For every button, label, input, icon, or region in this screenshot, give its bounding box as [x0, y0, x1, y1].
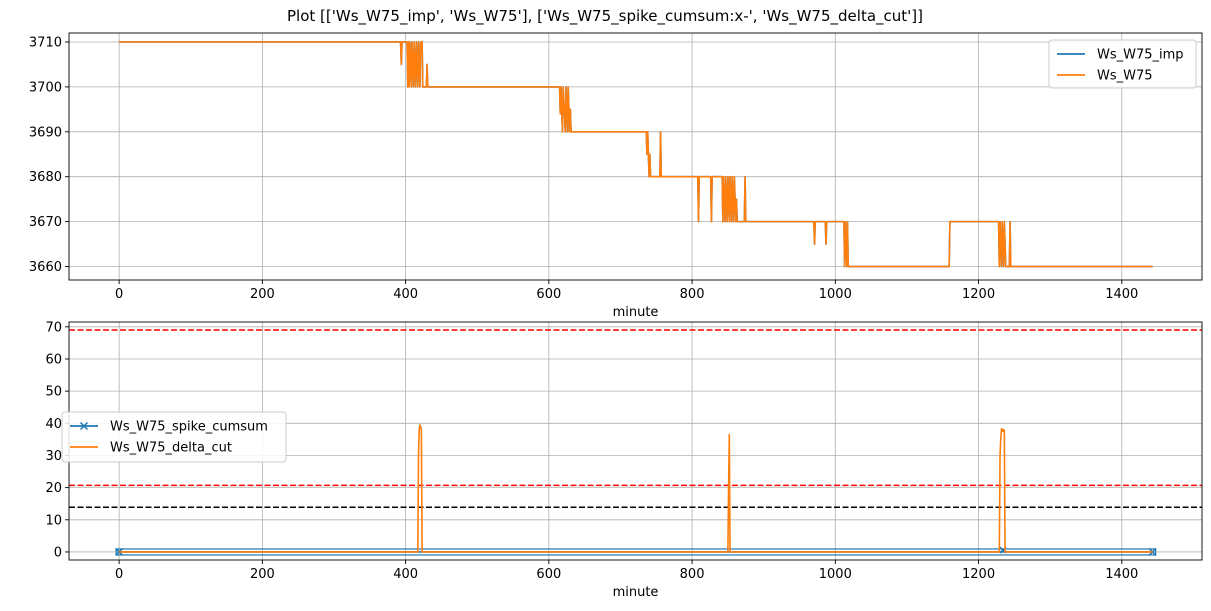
- x-axis-label: minute: [613, 585, 659, 600]
- series-Ws_W75_imp: [119, 41, 1153, 268]
- y-tick-label: 3670: [29, 215, 62, 230]
- legend: Ws_W75_imp Ws_W75: [1048, 39, 1197, 89]
- legend-box: [61, 411, 287, 463]
- legend-box: [1048, 39, 1197, 89]
- y-tick-label: 50: [45, 385, 62, 400]
- x-tick-label: 1000: [819, 287, 852, 302]
- x-axis-label: minute: [613, 305, 659, 320]
- x-tick-label: 1400: [1105, 567, 1138, 582]
- x-tick-label: 600: [536, 287, 561, 302]
- bottom-subplot: 0 200 400 600 800 1000 1200 1400 0 10 20 30 40 50 60 70…: [45, 320, 1203, 600]
- legend-marker: [79, 421, 89, 431]
- x-tick-label: 1000: [819, 567, 852, 582]
- y-tick-label: 0: [54, 545, 62, 560]
- x-tick-label: 1200: [962, 287, 995, 302]
- legend-label: Ws_W75_delta_cut: [110, 441, 232, 456]
- legend-label: Ws_W75: [1097, 69, 1153, 84]
- y-tick-label: 3700: [29, 80, 62, 95]
- y-tick-label: 3680: [29, 170, 62, 185]
- x-tick-label: 1200: [962, 567, 995, 582]
- plot-area: [69, 329, 1202, 556]
- y-tick-label: 3710: [29, 35, 62, 50]
- x-tick-label: 600: [536, 567, 561, 582]
- y-tick-label: 20: [45, 481, 62, 496]
- series-line: [119, 424, 1153, 553]
- legend-label: Ws_W75_imp: [1097, 48, 1184, 63]
- x-tick-label: 800: [680, 567, 705, 582]
- axes-frame: [68, 32, 1203, 281]
- legend: Ws_W75_spike_cumsum Ws_W75_delta_cut: [61, 411, 287, 463]
- x-tick-label: 400: [393, 567, 418, 582]
- x-tick-label: 400: [393, 287, 418, 302]
- series-Ws_W75: [119, 41, 1153, 268]
- y-tick-label: 3660: [29, 260, 62, 275]
- figure-title: Plot [['Ws_W75_imp', 'Ws_W75'], ['Ws_W75…: [287, 7, 923, 26]
- y-tick-label: 30: [45, 449, 62, 464]
- x-tick-label: 0: [115, 567, 123, 582]
- y-tick-label: 40: [45, 417, 62, 432]
- y-tick-label: 60: [45, 352, 62, 367]
- y-tick-label: 70: [45, 320, 62, 335]
- top-subplot: 0 200 400 600 800 1000 1200 1400 3660 3670 3680 369…: [29, 32, 1203, 320]
- series-markers: [115, 548, 1157, 556]
- x-tick-label: 1400: [1105, 287, 1138, 302]
- plot-area: [119, 41, 1153, 268]
- y-tick-label: 10: [45, 513, 62, 528]
- series-line: [119, 41, 1153, 268]
- series-Ws_W75_delta_cut: [119, 424, 1153, 553]
- x-tick-label: 200: [250, 287, 275, 302]
- y-tick-label: 3690: [29, 125, 62, 140]
- x-tick-label: 200: [250, 567, 275, 582]
- legend-label: Ws_W75_spike_cumsum: [110, 420, 268, 435]
- x-tick-label: 0: [115, 287, 123, 302]
- x-tick-label: 800: [680, 287, 705, 302]
- series-line: [119, 41, 1153, 268]
